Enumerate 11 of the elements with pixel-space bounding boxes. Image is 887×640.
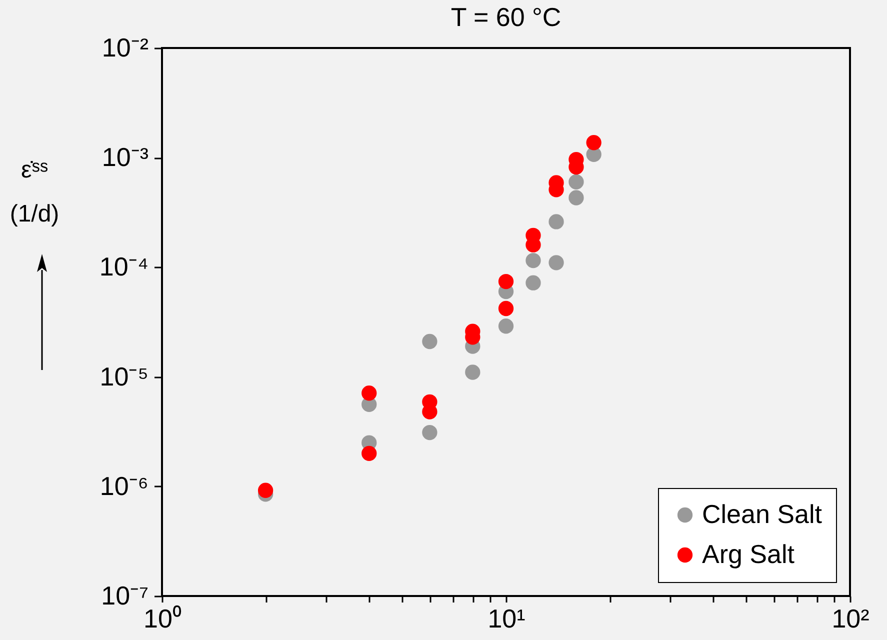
legend-label: Clean Salt	[702, 499, 823, 529]
y-tick-label: 10⁻²	[102, 32, 149, 62]
chart-title: T = 60 °C	[450, 2, 562, 32]
y-tick-label: 10⁻⁵	[100, 361, 148, 392]
x-tick-label: 10²	[832, 604, 870, 634]
y-axis-title: ε̇ˢˢ (1/d)	[10, 156, 60, 228]
y-tick-label: 10⁻⁶	[100, 470, 148, 501]
y-tick-label: 10⁻⁴	[99, 252, 148, 282]
legend-label: Arg Salt	[702, 539, 796, 569]
y-tick-label: 10⁻³	[102, 142, 149, 172]
x-tick-label: 10¹	[488, 604, 526, 634]
